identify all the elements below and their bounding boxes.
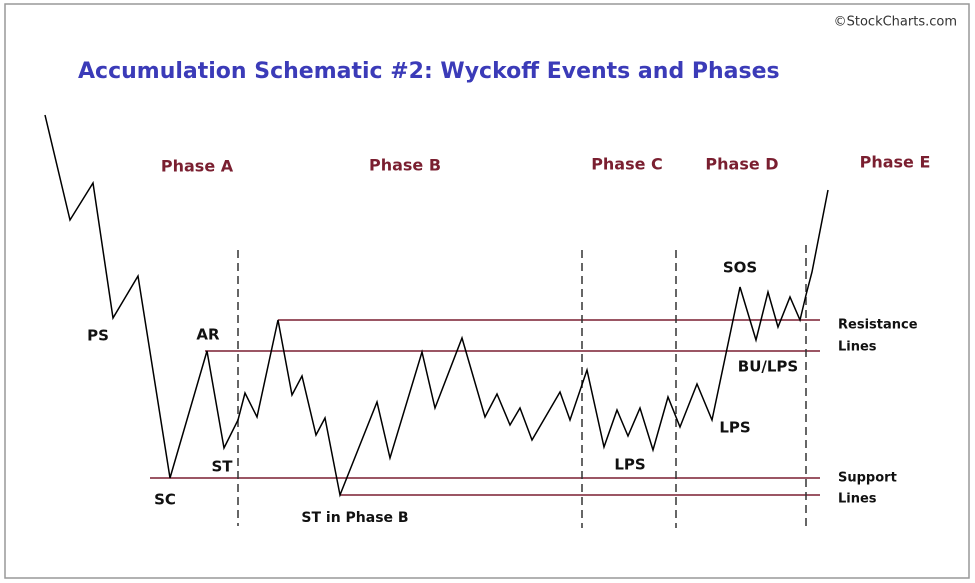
phase-label: Phase C xyxy=(591,155,663,174)
credit: ©StockCharts.com xyxy=(834,15,957,30)
phase-label: Phase B xyxy=(369,156,441,175)
line-label: Lines xyxy=(838,492,877,507)
price-path xyxy=(44,114,829,498)
event-label: LPS xyxy=(614,456,645,474)
event-label: SC xyxy=(154,491,176,509)
line-label: Resistance xyxy=(838,318,918,333)
frame xyxy=(4,3,970,579)
line-label: Lines xyxy=(838,340,877,355)
event-label: SOS xyxy=(723,259,757,277)
phase-label: Phase D xyxy=(705,155,778,174)
event-label: LPS xyxy=(719,419,750,437)
event-label: ST in Phase B xyxy=(301,510,408,526)
event-label: AR xyxy=(196,326,220,344)
title: Accumulation Schematic #2: Wyckoff Event… xyxy=(78,59,780,84)
line-label: Support xyxy=(838,471,897,486)
phase-label: Phase E xyxy=(860,153,931,172)
event-label: BU/LPS xyxy=(738,358,798,376)
phase-label: Phase A xyxy=(161,157,234,176)
event-label: PS xyxy=(87,327,109,345)
event-label: ST xyxy=(211,458,233,476)
